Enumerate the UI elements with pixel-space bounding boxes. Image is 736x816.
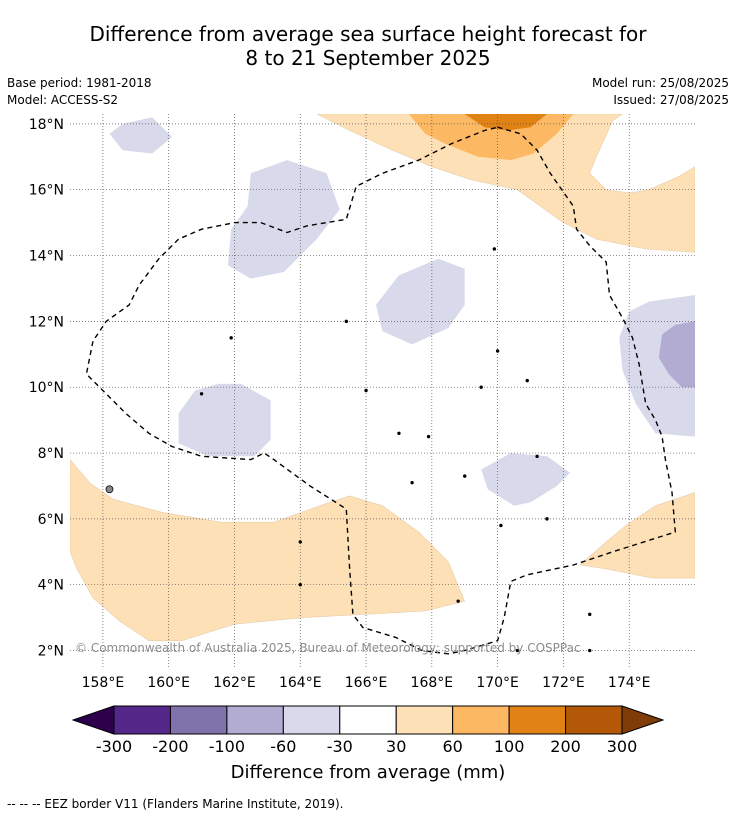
x-tick-label: 166°E [345, 675, 388, 691]
colorbar-tick-label: -300 [96, 737, 132, 756]
colorbar-over-arrow [621, 705, 665, 735]
colorbar-swatch-9 [565, 705, 623, 735]
eez-border-line [85, 126, 677, 655]
island-marker [426, 434, 431, 439]
model-text: Model: ACCESS-S2 [7, 93, 119, 107]
island-marker [199, 392, 204, 396]
island-marker [492, 247, 497, 251]
chart-title-line2: 8 to 21 September 2025 [245, 46, 491, 70]
colorbar-swatch-4 [282, 705, 341, 735]
island-marker [344, 319, 349, 324]
colorbar-label: Difference from average (mm) [231, 762, 506, 783]
y-tick-label: 2°N [38, 644, 64, 660]
base-period-text: Base period: 1981-2018 [7, 76, 152, 90]
island-marker [463, 474, 467, 478]
colorbar-swatch-6 [395, 705, 454, 735]
model-run-text: Model run: 25/08/2025 [591, 76, 729, 90]
island-marker [525, 378, 529, 383]
x-tick-label: 174°E [608, 675, 651, 691]
colorbar-tick-label: 30 [386, 737, 406, 756]
y-tick-label: 4°N [38, 578, 64, 594]
island-marker [456, 599, 460, 603]
x-tick-label: 162°E [213, 675, 256, 691]
anomaly-region-10 [316, 114, 695, 253]
island-marker [588, 612, 592, 617]
colorbar-tick-label: -60 [270, 737, 296, 756]
colorbar-tick-label: -30 [327, 737, 353, 756]
island-marker [499, 523, 503, 528]
island-marker [410, 480, 414, 485]
anomaly-region-3 [375, 258, 465, 345]
island-marker [397, 431, 401, 435]
y-tick-labels: 2°N 4°N 6°N 8°N 10°N 12°N 14°N 16°N 18°N [29, 117, 64, 660]
y-tick-label: 18°N [29, 117, 64, 133]
anomaly-region-4 [178, 383, 271, 457]
x-tick-label: 164°E [279, 675, 322, 691]
colorbar-swatch-5 [339, 705, 397, 735]
anomaly-region-9 [579, 492, 695, 579]
anomaly-region-1 [109, 117, 172, 154]
colorbar-swatch-1 [113, 705, 171, 735]
x-tick-label: 170°E [476, 675, 519, 691]
x-tick-labels: 158°E 160°E 162°E 164°E 166°E 168°E 170°E 172°E… [82, 675, 651, 691]
y-tick-label: 12°N [29, 314, 64, 330]
colorbar-swatch-2 [169, 705, 228, 735]
island-marker [298, 540, 302, 544]
copyright-text: © Commonwealth of Australia 2025, Bureau… [75, 641, 581, 655]
y-tick-label: 14°N [29, 249, 64, 265]
colorbar: -300 -200 -100 -60 -30 30 60 100 200 300 [71, 705, 665, 756]
eez-footnote: -- -- -- EEZ border V11 (Flanders Marine… [7, 797, 344, 811]
anomaly-region-7 [658, 321, 695, 388]
island-marker [479, 385, 483, 389]
island-marker [495, 349, 500, 353]
y-tick-label: 6°N [38, 512, 64, 528]
island-marker [298, 583, 302, 587]
island-marker [364, 388, 368, 393]
colorbar-swatch-3 [226, 705, 284, 735]
island-marker [105, 485, 114, 494]
island-marker [515, 648, 520, 653]
colorbar-tick-label: 200 [550, 737, 581, 756]
colorbar-swatch-8 [508, 705, 567, 735]
x-tick-label: 172°E [542, 675, 585, 691]
x-tick-label: 160°E [147, 675, 190, 691]
islands-layer [105, 247, 592, 653]
island-marker [535, 454, 539, 459]
island-marker [229, 336, 233, 340]
colorbar-tick-label: 300 [607, 737, 638, 756]
colorbar-tick-label: 60 [442, 737, 462, 756]
island-marker [545, 517, 549, 521]
anomaly-region-12 [464, 114, 547, 131]
issued-text: Issued: 27/08/2025 [613, 93, 729, 107]
y-tick-label: 8°N [38, 446, 64, 462]
anomaly-region-5 [481, 453, 570, 506]
colorbar-tick-label: -100 [209, 737, 245, 756]
y-tick-label: 10°N [29, 380, 64, 396]
colorbar-tick-label: 100 [494, 737, 525, 756]
y-tick-label: 16°N [29, 183, 64, 199]
x-tick-label: 168°E [411, 675, 454, 691]
colorbar-swatch-7 [452, 705, 510, 735]
colorbar-under-arrow [71, 705, 115, 735]
anomaly-region-2 [227, 160, 340, 279]
eez-border-layer [85, 126, 677, 655]
colorbar-tick-label: -200 [152, 737, 188, 756]
island-marker [588, 648, 592, 653]
chart-title-line1: Difference from average sea surface heig… [89, 22, 647, 46]
x-tick-label: 158°E [82, 675, 125, 691]
